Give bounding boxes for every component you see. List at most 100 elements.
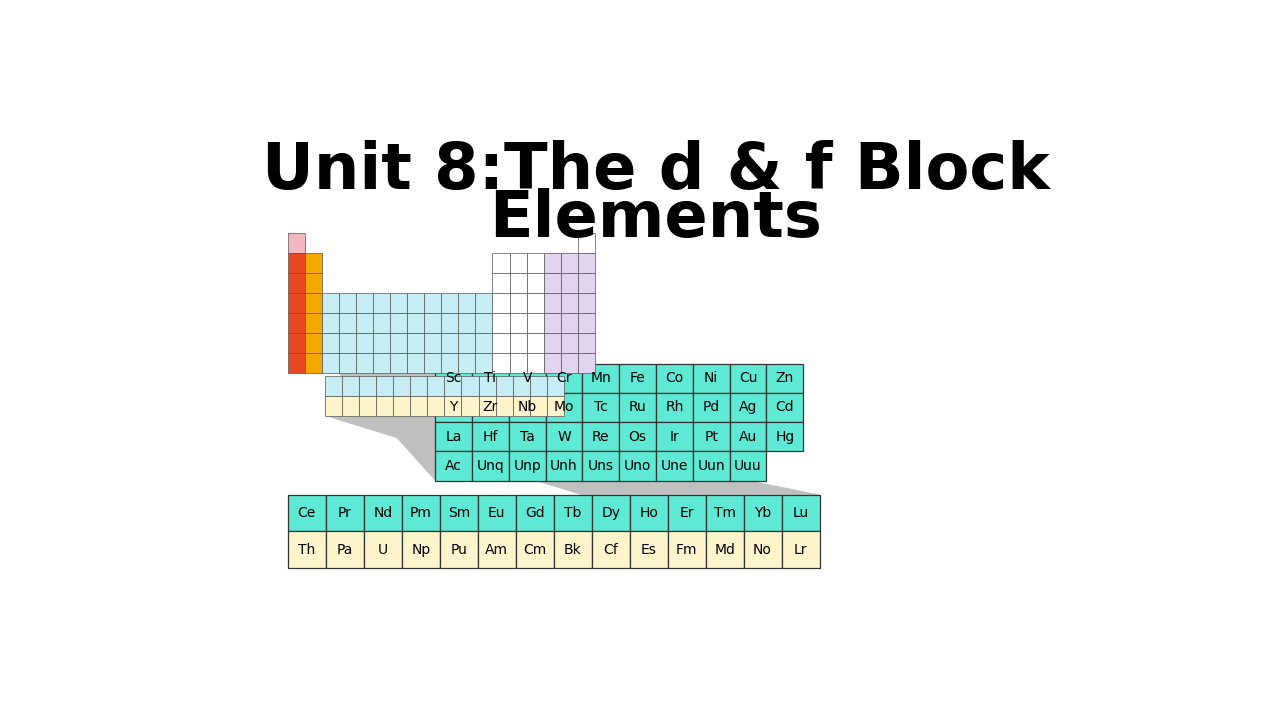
Text: Ir: Ir <box>669 430 680 444</box>
Bar <box>444 376 462 396</box>
Bar <box>356 353 374 373</box>
Bar <box>288 531 326 568</box>
Bar <box>561 312 577 333</box>
Bar <box>544 273 561 293</box>
Bar <box>582 364 620 393</box>
Bar <box>545 451 582 481</box>
Bar <box>545 422 582 451</box>
Bar <box>577 353 595 373</box>
Bar <box>545 364 582 393</box>
Bar <box>554 531 591 568</box>
Bar <box>657 364 692 393</box>
Text: V: V <box>522 372 532 385</box>
Bar <box>356 333 374 353</box>
Text: Unh: Unh <box>550 459 577 473</box>
Text: Sc: Sc <box>445 372 462 385</box>
Bar <box>526 253 544 273</box>
Bar <box>767 422 804 451</box>
Bar <box>561 333 577 353</box>
Text: Zr: Zr <box>483 400 498 415</box>
Text: Unq: Unq <box>476 459 504 473</box>
Bar <box>509 353 526 373</box>
Bar <box>435 393 472 422</box>
Text: Nd: Nd <box>374 506 393 520</box>
Text: Co: Co <box>666 372 684 385</box>
Text: Th: Th <box>298 543 315 557</box>
Bar <box>530 376 547 396</box>
Bar <box>630 531 668 568</box>
Bar <box>544 353 561 373</box>
Bar <box>561 353 577 373</box>
Bar <box>544 312 561 333</box>
Text: Bk: Bk <box>563 543 581 557</box>
Bar <box>458 333 475 353</box>
Bar <box>582 451 620 481</box>
Bar <box>435 422 472 451</box>
Bar <box>477 531 516 568</box>
Bar <box>582 422 620 451</box>
Bar <box>508 393 545 422</box>
Bar <box>356 293 374 312</box>
Text: Unp: Unp <box>513 459 541 473</box>
Text: Fm: Fm <box>676 543 698 557</box>
Bar <box>509 293 526 312</box>
Text: Eu: Eu <box>488 506 506 520</box>
Bar <box>390 312 407 333</box>
Bar <box>767 393 804 422</box>
Bar <box>339 333 356 353</box>
Bar <box>508 364 545 393</box>
Bar <box>393 396 411 416</box>
Bar <box>475 333 493 353</box>
Text: Yb: Yb <box>754 506 771 520</box>
Bar <box>424 353 442 373</box>
Bar <box>424 333 442 353</box>
Bar <box>360 396 376 416</box>
Bar <box>475 312 493 333</box>
Bar <box>545 393 582 422</box>
Bar <box>407 293 424 312</box>
Text: Dy: Dy <box>602 506 621 520</box>
Bar <box>323 312 339 333</box>
Bar <box>472 451 508 481</box>
Bar <box>657 422 692 451</box>
Bar <box>407 333 424 353</box>
Text: Er: Er <box>680 506 694 520</box>
Text: Ru: Ru <box>628 400 646 415</box>
Text: Cu: Cu <box>739 372 758 385</box>
Bar <box>493 293 509 312</box>
Bar <box>577 333 595 353</box>
Text: Y: Y <box>449 400 458 415</box>
Bar <box>360 376 376 396</box>
Bar <box>495 396 512 416</box>
Bar <box>288 353 305 373</box>
Bar <box>288 233 305 253</box>
Bar <box>526 312 544 333</box>
Bar <box>577 233 595 253</box>
Bar <box>493 353 509 373</box>
Bar <box>440 531 477 568</box>
Bar <box>479 396 495 416</box>
Text: Pm: Pm <box>410 506 431 520</box>
Bar <box>411 376 428 396</box>
Bar <box>305 333 323 353</box>
Bar <box>428 376 444 396</box>
Text: Pd: Pd <box>703 400 719 415</box>
Bar <box>325 396 342 416</box>
Bar <box>288 293 305 312</box>
Bar <box>782 495 819 531</box>
Text: Zn: Zn <box>776 372 794 385</box>
Bar <box>493 253 509 273</box>
Bar <box>472 422 508 451</box>
Bar <box>374 312 390 333</box>
Bar <box>544 333 561 353</box>
Bar <box>577 293 595 312</box>
Bar <box>692 364 730 393</box>
Bar <box>326 531 364 568</box>
Bar <box>424 293 442 312</box>
Bar <box>591 531 630 568</box>
Bar <box>374 333 390 353</box>
Bar <box>620 393 657 422</box>
Text: Uno: Uno <box>623 459 652 473</box>
Text: Mo: Mo <box>554 400 575 415</box>
Bar <box>442 353 458 373</box>
